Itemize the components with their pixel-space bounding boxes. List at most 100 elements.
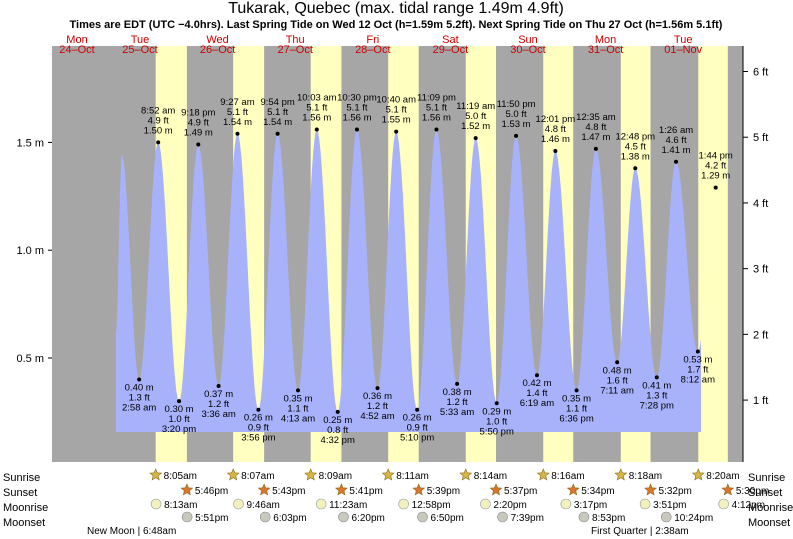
- tide-point: [314, 127, 319, 132]
- tide-label-m_label: 0.40 m: [125, 383, 154, 394]
- tide-label-ft: 5.1 ft: [227, 107, 248, 118]
- row-label-sunrise: Sunrise: [3, 472, 40, 484]
- day-date: 24–Oct: [59, 44, 94, 56]
- tide-label-time: 5:50 pm: [480, 426, 514, 437]
- tide-point: [615, 360, 620, 365]
- moonrise-time: 2:20pm: [493, 500, 526, 511]
- day-date: 27–Oct: [277, 44, 312, 56]
- tide-label-time: 11:09 pm: [417, 92, 456, 103]
- tide-label-ft: 1.7 ft: [687, 365, 708, 376]
- row-label-right-sunset: Sunset: [748, 487, 782, 499]
- tide-label-ft: 1.2 ft: [208, 399, 229, 410]
- day-date: 26–Oct: [200, 44, 235, 56]
- tide-point: [196, 142, 201, 147]
- daylight-band: [698, 46, 728, 462]
- tide-label-m_label: 0.53 m: [683, 355, 712, 366]
- tide-point: [633, 166, 638, 171]
- day-of-week: Wed: [206, 34, 228, 46]
- sunset-time: 5:32pm: [659, 486, 692, 497]
- moonset-time: 8:53pm: [592, 513, 625, 524]
- moonset-time: 5:51pm: [195, 513, 228, 524]
- tide-label-time: 8:52 am: [141, 105, 175, 116]
- tide-point: [354, 127, 359, 132]
- tide-label-m_label: 1.53 m: [502, 119, 531, 130]
- tide-label-ft: 0.8 ft: [327, 425, 348, 436]
- tide-label-time: 11:50 pm: [497, 99, 536, 110]
- tide-label-m_label: 0.35 m: [562, 393, 591, 404]
- tide-area: [115, 129, 701, 432]
- tide-label-time: 11:19 am: [456, 101, 495, 112]
- sunrise-star-icon: [381, 468, 395, 481]
- tide-label-m_label: 1.46 m: [541, 134, 570, 145]
- tide-point: [654, 375, 659, 380]
- tide-label-time: 9:27 am: [220, 97, 254, 108]
- sunset-time: 5:41pm: [349, 486, 382, 497]
- tide-label-time: 12:01 pm: [536, 114, 576, 125]
- tide-label-m_label: 1.54 m: [223, 117, 252, 128]
- tide-label-time: 12:35 am: [576, 112, 616, 123]
- tide-label-ft: 5.0 ft: [506, 109, 527, 120]
- sunrise-star-icon: [304, 468, 318, 481]
- tide-label-ft: 1.3 ft: [646, 390, 667, 401]
- sunrise-time: 8:09am: [319, 471, 352, 482]
- tide-point: [695, 349, 700, 354]
- sunset-star-icon: [566, 483, 580, 496]
- tide-label-m_label: 0.25 m: [323, 415, 352, 426]
- sunrise-star-icon: [459, 468, 473, 481]
- moonrise-moon-icon: [560, 498, 572, 510]
- tide-label-ft: 4.9 ft: [148, 115, 169, 126]
- tide-label-ft: 1.6 ft: [607, 375, 628, 386]
- moonset-time: 6:50pm: [431, 513, 464, 524]
- sunset-time: 5:37pm: [504, 486, 537, 497]
- tide-label-time: 2:58 am: [122, 403, 156, 414]
- tide-label-ft: 0.9 ft: [407, 423, 428, 434]
- sunrise-star-icon: [691, 468, 705, 481]
- tide-label-ft: 5.1 ft: [386, 105, 407, 116]
- moonset-time: 6:20pm: [352, 513, 385, 524]
- left-axis-tick-label: 1.0 m: [16, 245, 44, 257]
- moonset-time: 7:39pm: [511, 513, 544, 524]
- moonset-moon-icon: [660, 511, 672, 523]
- tide-label-time: 6:19 am: [520, 398, 554, 409]
- tide-point: [514, 133, 519, 138]
- tide-label-m_label: 1.52 m: [461, 121, 490, 132]
- tide-label-time: 8:12 am: [681, 375, 715, 386]
- tide-label-m_label: 1.50 m: [144, 125, 173, 136]
- moonrise-time: 9:46am: [246, 500, 279, 511]
- tide-label-ft: 4.8 ft: [585, 122, 606, 133]
- sunset-time: 5:30pm: [736, 486, 769, 497]
- tide-label-m_label: 0.41 m: [642, 380, 671, 391]
- sunset-star-icon: [721, 483, 735, 496]
- moonset-moon-icon: [578, 511, 590, 523]
- moonrise-moon-icon: [398, 498, 409, 510]
- right-axis-tick-label: 2 ft: [753, 329, 768, 341]
- tide-label-m_label: 1.41 m: [661, 145, 690, 156]
- tide-label-m_label: 1.54 m: [263, 117, 292, 128]
- sunrise-time: 8:11am: [396, 471, 429, 482]
- row-label-right-moonrise: Moonrise: [748, 502, 793, 514]
- tide-label-time: 5:33 am: [440, 407, 474, 418]
- tide-label-ft: 0.9 ft: [248, 423, 269, 434]
- tide-label-time: 10:30 pm: [337, 92, 377, 103]
- sunset-star-icon: [644, 483, 658, 496]
- sunrise-star-icon: [614, 468, 628, 481]
- tide-label-time: 12:48 pm: [615, 131, 655, 142]
- right-axis-tick-label: 1 ft: [753, 395, 768, 407]
- tide-point: [275, 131, 280, 136]
- tide-curve: [115, 129, 701, 432]
- sunrise-time: 8:20am: [706, 471, 739, 482]
- tide-point: [177, 399, 182, 404]
- moonrise-moon-icon: [233, 498, 244, 510]
- day-of-week: Sun: [518, 34, 538, 46]
- tide-point: [394, 129, 399, 134]
- moonrise-time: 8:13am: [164, 500, 197, 511]
- tide-point: [674, 159, 679, 164]
- tide-point: [593, 146, 598, 151]
- tide-point: [574, 388, 579, 393]
- tide-label-time: 9:54 pm: [260, 97, 294, 108]
- tide-label-ft: 5.1 ft: [306, 102, 327, 113]
- moonrise-time: 3:17pm: [574, 500, 607, 511]
- tide-point: [256, 407, 261, 412]
- axes: 0.5 m 1.0 m 1.5 m 1 ft 2 ft 3 ft 4 ft 5 ft 6 ft: [16, 46, 768, 462]
